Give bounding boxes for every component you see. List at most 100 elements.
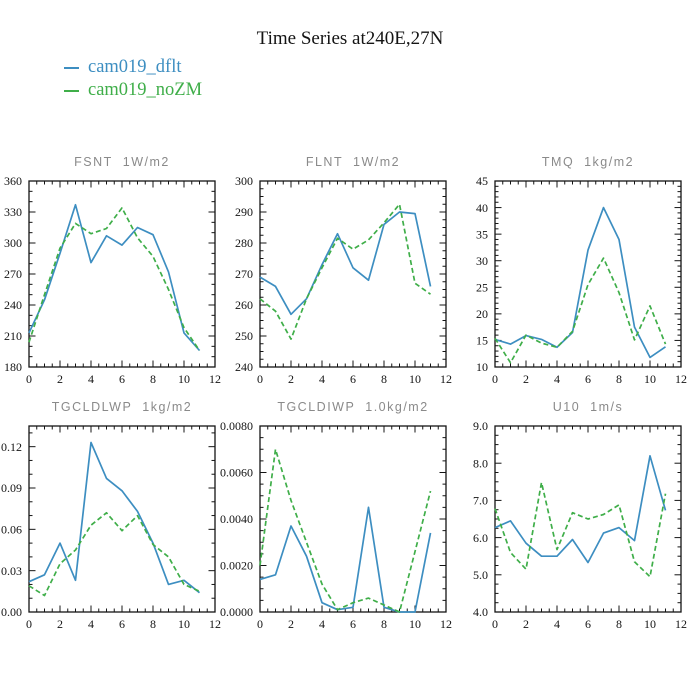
legend: cam019_dflt cam019_noZM <box>64 56 202 102</box>
x-tick-label: 12 <box>209 617 221 631</box>
y-tick-label: 270 <box>235 267 253 281</box>
y-tick-label: 240 <box>4 298 22 312</box>
x-tick-label: 8 <box>150 372 156 386</box>
series-line-cam019_dflt <box>494 206 666 359</box>
subplot-title: FLNT 1W/m2 <box>306 155 400 169</box>
x-tick-label: 12 <box>675 617 687 631</box>
x-tick-label: 2 <box>523 617 529 631</box>
x-tick-label: 0 <box>26 617 32 631</box>
x-tick-label: 2 <box>523 372 529 386</box>
x-tick-label: 8 <box>150 617 156 631</box>
series-line-cam019_noZM <box>259 203 431 340</box>
subplot-title: TGCLDIWP 1.0kg/m2 <box>277 400 428 414</box>
series-line-cam019_dflt <box>494 454 667 564</box>
legend-line-swatch-blue <box>64 66 79 69</box>
x-tick-label: 4 <box>319 372 325 386</box>
x-tick-label: 10 <box>644 372 656 386</box>
legend-item-cam019-noZM: cam019_noZM <box>64 79 202 102</box>
x-tick-label: 0 <box>26 372 32 386</box>
y-tick-label: 15 <box>476 334 488 348</box>
series-line-cam019_dflt <box>28 441 201 594</box>
x-tick-label: 6 <box>350 372 356 386</box>
chart-flnt: 0 2 4 6 8 10 12 240 250 260 270 280 290 300 FLNT 1W/m2 <box>212 153 458 395</box>
x-tick-label: 0 <box>257 372 263 386</box>
subplot-title: U10 1m/s <box>553 400 623 414</box>
x-tick-label: 2 <box>57 372 63 386</box>
y-tick-label: 7.0 <box>473 494 488 508</box>
y-tick-label: 0.0000 <box>220 605 253 619</box>
x-tick-label: 0 <box>257 617 263 631</box>
x-tick-label: 10 <box>409 617 421 631</box>
legend-label: cam019_noZM <box>88 80 203 100</box>
x-tick-label: 6 <box>350 617 356 631</box>
x-tick-label: 12 <box>209 372 221 386</box>
legend-label: cam019_dflt <box>88 57 182 77</box>
chart-tmq: 0 2 4 6 8 10 12 10 15 20 25 30 35 40 45 TMQ 1kg/m2 <box>447 153 693 395</box>
y-tick-label: 180 <box>4 360 22 374</box>
y-tick-label: 300 <box>4 236 22 250</box>
x-tick-label: 10 <box>178 617 190 631</box>
y-tick-label: 0.0020 <box>220 559 253 573</box>
x-tick-label: 4 <box>88 372 94 386</box>
y-tick-label: 280 <box>235 236 253 250</box>
series-line-cam019_noZM <box>28 511 200 597</box>
x-tick-label: 4 <box>554 372 560 386</box>
x-tick-label: 10 <box>178 372 190 386</box>
x-tick-label: 6 <box>119 372 125 386</box>
x-tick-label: 0 <box>492 617 498 631</box>
y-tick-label: 270 <box>4 267 22 281</box>
y-tick-label: 0.06 <box>1 523 22 537</box>
y-tick-label: 6.0 <box>473 531 488 545</box>
x-tick-label: 6 <box>585 617 591 631</box>
y-tick-label: 45 <box>476 174 488 188</box>
series-line-cam019_noZM <box>494 257 667 364</box>
x-tick-label: 0 <box>492 372 498 386</box>
legend-item-cam019-dflt: cam019_dflt <box>64 56 202 79</box>
plot-frame <box>28 425 216 613</box>
x-tick-label: 2 <box>57 617 63 631</box>
series-line-cam019_noZM <box>494 481 667 578</box>
x-tick-label: 6 <box>119 617 125 631</box>
subplot-title: FSNT 1W/m2 <box>74 155 170 169</box>
subplot-title: TMQ 1kg/m2 <box>542 155 634 169</box>
x-tick-label: 10 <box>409 372 421 386</box>
x-tick-label: 8 <box>616 372 622 386</box>
y-tick-label: 240 <box>235 360 253 374</box>
series-line-cam019_noZM <box>259 448 432 613</box>
plot-svg: 0 2 4 6 8 10 12 10 15 20 25 30 35 40 45 TMQ 1kg/m2 <box>476 155 687 386</box>
x-tick-label: 4 <box>88 617 94 631</box>
series-line-cam019_noZM <box>28 207 201 351</box>
x-tick-label: 4 <box>319 617 325 631</box>
subplot-title: TGCLDLWP 1kg/m2 <box>52 400 192 414</box>
plot-svg: 0 2 4 6 8 10 12 180 210 240 270 300 330 360 FSNT 1W/m2 <box>4 155 221 386</box>
y-tick-label: 250 <box>235 329 253 343</box>
x-tick-label: 8 <box>616 617 622 631</box>
chart-tgcldlwp: 0 2 4 6 8 10 12 0.00 0.03 0.06 0.09 0.12 TGCLDLWP 1k… <box>0 398 227 640</box>
y-tick-label: 4.0 <box>473 605 488 619</box>
y-tick-label: 30 <box>476 254 488 268</box>
chart-fsnt: 0 2 4 6 8 10 12 180 210 240 270 300 330 360 FSNT 1W/m2 <box>0 153 227 395</box>
plot-frame <box>259 425 447 613</box>
x-tick-label: 8 <box>381 372 387 386</box>
y-tick-label: 300 <box>235 174 253 188</box>
series-line-cam019_dflt <box>28 203 201 352</box>
y-tick-label: 360 <box>4 174 22 188</box>
y-tick-label: 5.0 <box>473 568 488 582</box>
chart-tgcldiwp: 0 2 4 6 8 10 12 0.0000 0.0020 0.0040 0.0060 0.0080 T… <box>212 398 458 640</box>
y-tick-label: 0.0080 <box>220 419 253 433</box>
x-tick-label: 10 <box>644 617 656 631</box>
y-tick-label: 0.0060 <box>220 466 253 480</box>
y-tick-label: 9.0 <box>473 419 488 433</box>
x-tick-label: 12 <box>440 372 452 386</box>
y-tick-label: 35 <box>476 227 488 241</box>
x-tick-label: 6 <box>585 372 591 386</box>
chart-u10: 0 2 4 6 8 10 12 4.0 5.0 6.0 7.0 8.0 9.0 U10 1m/s <box>447 398 693 640</box>
x-tick-label: 2 <box>288 372 294 386</box>
plot-svg: 0 2 4 6 8 10 12 4.0 5.0 6.0 7.0 8.0 9.0 U10 1m/s <box>473 400 687 631</box>
x-tick-label: 12 <box>675 372 687 386</box>
y-tick-label: 40 <box>476 201 488 215</box>
page-title: Time Series at240E,27N <box>256 28 444 49</box>
y-tick-label: 10 <box>476 360 488 374</box>
x-tick-label: 12 <box>440 617 452 631</box>
